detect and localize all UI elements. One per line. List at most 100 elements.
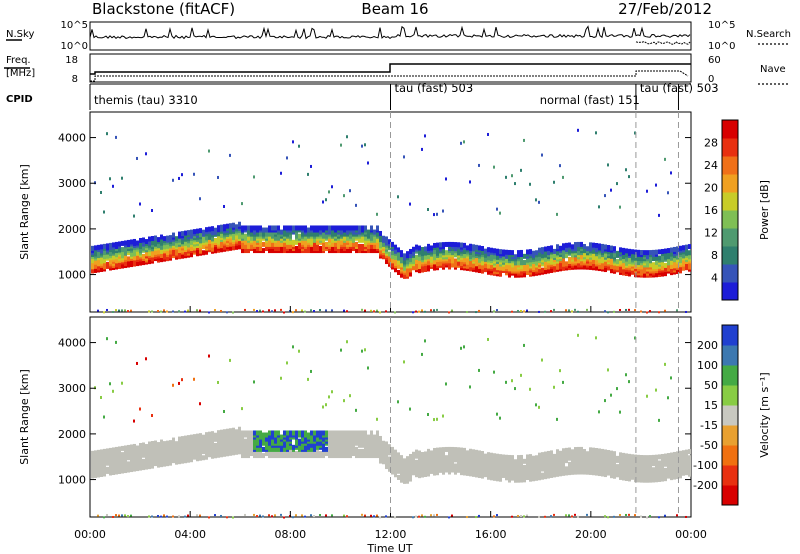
velocity-scatter-990 [355,408,357,412]
velocity-cell-400 [196,454,199,460]
velocity-cell-89 [112,447,115,453]
power-colorbar-swatch-9 [722,120,738,139]
velocity-cell-249 [154,440,157,446]
velocity-cell-115 [118,446,121,452]
power-cell-481 [217,231,220,237]
power-cell-1922 [607,245,610,251]
velocity-cell-919 [337,430,340,436]
power-nearrange-2001 [628,308,630,311]
velocity-cell-873 [325,430,328,436]
velocity-ytick-label-3: 4000 [58,337,86,350]
velocity-ytick-label-2: 3000 [58,382,86,395]
velocity-cell-979 [352,430,355,436]
velocity-cell-140 [127,461,130,467]
velocity-cell-29 [97,456,100,462]
velocity-cell-1934 [610,450,613,456]
velocity-nearrange-1341 [451,514,453,517]
power-scatter-810 [307,172,309,176]
power-scatter-1745 [559,164,561,168]
velocity-cell-587 [247,446,250,452]
power-nearrange-2083 [649,310,651,313]
power-cell-1252 [427,243,430,249]
power-cell-906 [334,231,337,237]
power-nearrange-710 [280,308,282,311]
power-cell-1038 [370,243,373,249]
cpid-label: CPID [6,94,33,105]
velocity-colorbar-tick-2: -50 [700,439,718,452]
power-cell-1111 [388,239,391,245]
power-cell-1552 [508,249,511,255]
power-cell-480 [217,235,220,241]
power-cell-1454 [481,245,484,251]
power-nearrange-1710 [550,310,552,313]
power-nearrange-1217 [418,310,420,313]
cpid-panel: CPID themis (tau) 3310 tau (fast) 503 no… [6,81,719,110]
power-cell-524 [229,241,232,247]
velocity-cell-581 [244,438,247,444]
velocity-cell-1163 [403,458,406,464]
power-cell-230 [151,256,154,262]
power-cell-583 [244,225,247,231]
power-cell-1219 [421,265,424,271]
power-scatter-65 [106,132,108,136]
power-scatter-338 [178,176,180,180]
velocity-cell-602 [250,430,253,436]
power-scatter-896 [331,185,333,189]
power-scatter-1140 [397,195,399,199]
power-cell-1884 [598,253,601,259]
power-nearrange-1024 [364,309,366,312]
velocity-cell-756 [295,451,298,457]
velocity-cell-2134 [664,457,667,463]
velocity-cell-863 [322,430,325,436]
power-cell-507 [223,224,226,230]
power-scatter-217 [145,152,147,156]
velocity-cell-11 [94,472,97,478]
velocity-cell-696 [277,440,280,446]
power-scatter-2023 [634,131,636,135]
velocity-cell-2213 [685,453,688,459]
power-cell-1642 [535,266,538,272]
power-scatter-1889 [598,205,600,209]
power-cell-1810 [577,241,580,247]
velocity-cell-1463 [484,453,487,459]
power-scatter-316 [172,178,174,182]
velocity-cell-105 [118,469,121,475]
power-cell-1832 [583,244,586,250]
power-nearrange-116 [118,309,120,312]
velocity-nearrange-1132 [394,516,396,519]
power-cell-1952 [616,259,619,265]
velocity-cell-743 [289,430,292,436]
velocity-scatter-65 [106,337,108,341]
power-cell-48 [103,258,106,264]
power-cell-1898 [601,248,604,254]
velocity-cell-2135 [664,453,667,459]
velocity-cell-1563 [511,455,514,461]
velocity-scatter-1756 [562,380,564,384]
velocity-scatter-532 [229,358,231,362]
velocity-scatter-398 [193,377,195,381]
power-cell-449 [208,232,211,238]
power-cell-420 [199,232,202,238]
power-cell-221 [148,250,151,256]
power-cell-122 [121,251,124,257]
power-cell-431 [202,229,205,235]
power-cell-955 [346,225,349,231]
velocity-nearrange-1069 [376,514,378,517]
power-cell-1435 [478,263,481,269]
velocity-scatter-125 [121,381,123,385]
power-scatter-1386 [463,140,465,144]
velocity-cell-734 [289,453,292,459]
power-nearrange-1102 [385,310,387,313]
velocity-cell-1880 [598,468,601,474]
power-nearrange-239 [151,310,153,313]
velocity-cell-573 [241,430,244,436]
power-cell-1639 [532,250,535,256]
velocity-cell-356 [184,449,187,455]
velocity-cell-989 [355,430,358,436]
velocity-cell-2164 [673,468,676,474]
velocity-cell-1961 [619,460,622,466]
power-scatter-452 [208,149,210,153]
power-cell-1507 [496,248,499,254]
velocity-cell-1065 [376,436,379,442]
velocity-cell-1894 [601,463,604,469]
